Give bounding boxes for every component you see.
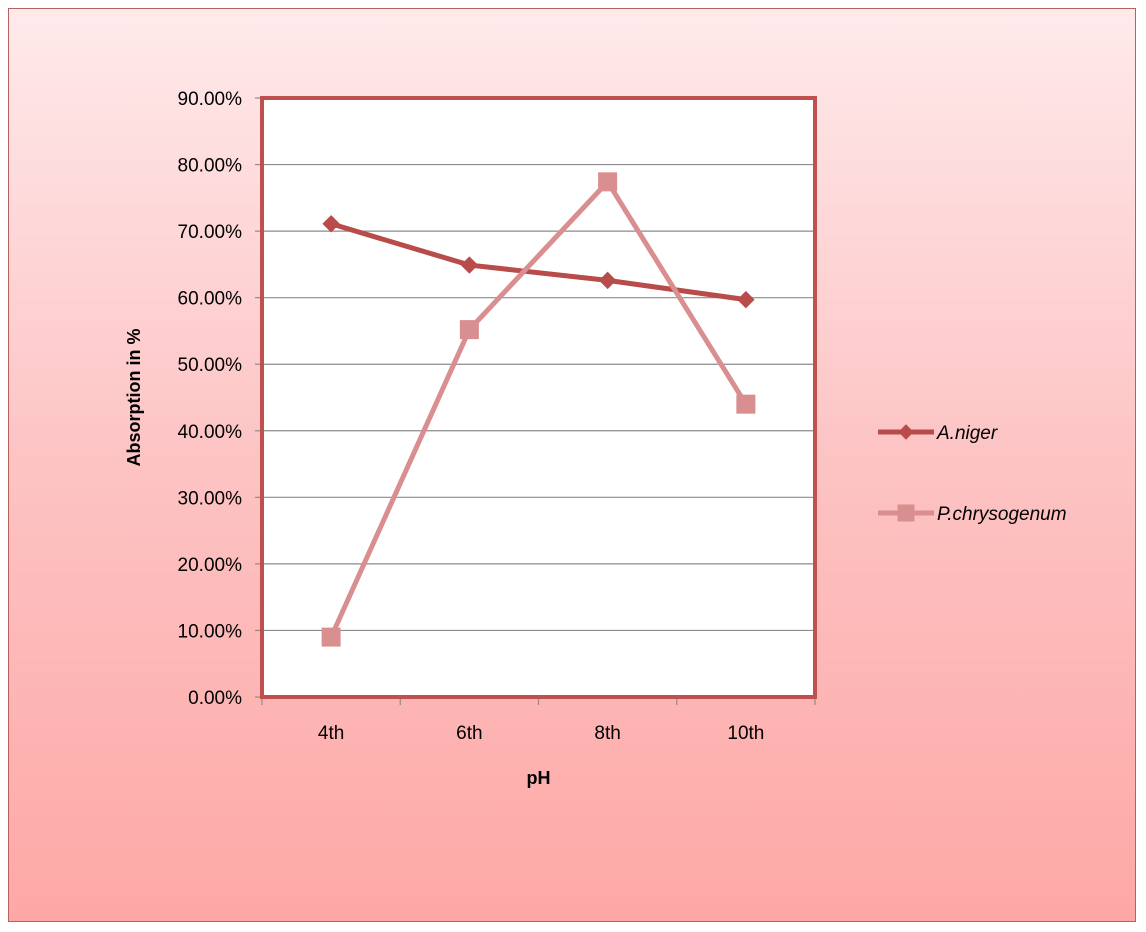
series-line: [328, 179, 748, 639]
data-point: [459, 320, 479, 340]
y-tick-label: 50.00%: [178, 355, 243, 376]
y-axis-tick-labels: 0.00% 10.00% 20.00% 30.00% 40.00% 50.00% 60.00…: [178, 89, 243, 709]
y-tick-label: 0.00%: [188, 688, 242, 709]
x-tick-label: 4th: [318, 723, 344, 744]
y-tick-label: 30.00%: [178, 488, 243, 509]
data-point: [736, 394, 756, 414]
y-tick-label: 70.00%: [178, 222, 243, 243]
y-tick-label: 80.00%: [178, 156, 243, 177]
legend-marker: [898, 424, 914, 440]
data-point: [737, 290, 755, 309]
data-point: [598, 271, 617, 290]
y-tick-label: 40.00%: [178, 422, 243, 443]
x-axis-tick-labels: 4th 6th 8th 10th: [318, 723, 764, 744]
y-tick-label: 10.00%: [178, 621, 243, 642]
x-tick-label: 8th: [594, 723, 620, 744]
y-tick-label: 90.00%: [178, 89, 243, 110]
series-p-chrysogenum: [321, 172, 756, 647]
legend-entry: P.chrysogenum: [878, 504, 1067, 525]
legend: A.niger P.chrysogenum: [878, 423, 1067, 525]
data-point: [322, 215, 340, 233]
data-point: [321, 627, 341, 647]
series-layer: [321, 172, 756, 647]
legend-label: A.niger: [936, 423, 998, 444]
x-axis-title: pH: [527, 768, 551, 788]
plot-area: [262, 98, 815, 697]
data-point: [598, 172, 618, 192]
legend-marker: [897, 504, 915, 522]
data-point: [460, 256, 479, 274]
legend-entry: A.niger: [878, 423, 998, 444]
y-axis-title: Absorption in %: [124, 329, 144, 467]
y-tick-label: 60.00%: [178, 289, 243, 310]
legend-label: P.chrysogenum: [937, 504, 1067, 525]
x-tick-label: 10th: [727, 723, 764, 744]
x-tick-label: 6th: [456, 723, 482, 744]
y-tick-label: 20.00%: [178, 555, 243, 576]
plot-border: [260, 96, 817, 699]
